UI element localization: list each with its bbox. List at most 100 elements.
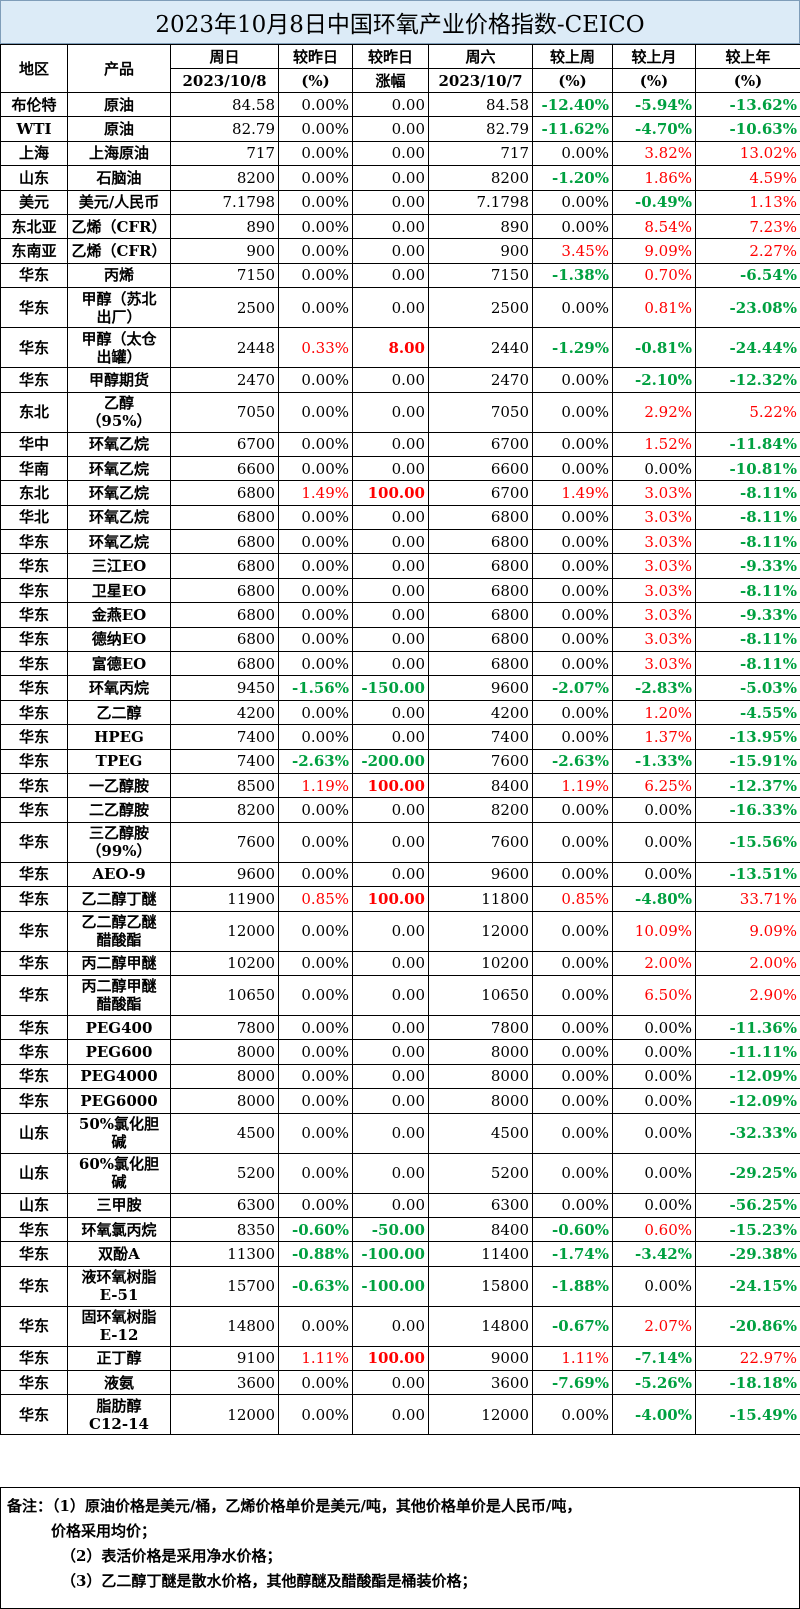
cell-region: 华东 [0, 1014, 68, 1041]
cell-week-change: 0.00% [532, 287, 613, 329]
cell-change-pct: 0.00% [278, 1039, 353, 1065]
header-product: 产品 [67, 44, 171, 93]
cell-week-change: 0.00% [532, 626, 613, 653]
cell-change-pct: 0.00% [278, 238, 353, 264]
cell-month-change: -4.00% [612, 1394, 696, 1436]
cell-today-price: 11300 [170, 1241, 279, 1267]
cell-year-change: -8.11% [695, 529, 800, 555]
table-row: 华东 乙二醇 4200 0.00% 0.00 4200 0.00% 1.20% -4.55% [0, 699, 800, 726]
cell-change-abs: 0.00 [352, 287, 429, 329]
cell-week-change: 0.00% [532, 797, 613, 823]
cell-today-price: 3600 [170, 1370, 279, 1396]
cell-product: 60%氯化胆碱 [67, 1152, 171, 1194]
cell-prev-price: 9000 [428, 1345, 533, 1372]
cell-year-change: -15.23% [695, 1216, 800, 1243]
cell-change-abs: 0.00 [352, 165, 429, 191]
table-row: 山东 石脑油 8200 0.00% 0.00 8200 -1.20% 1.86% 4.59% [0, 165, 800, 191]
cell-today-price: 6800 [170, 602, 279, 628]
cell-today-price: 9100 [170, 1345, 279, 1372]
cell-change-pct: 0.00% [278, 213, 353, 240]
cell-region: 华东 [0, 974, 68, 1016]
header-vs-yesterday: 较昨日 [278, 44, 353, 69]
cell-change-abs: 0.00 [352, 1063, 429, 1090]
cell-month-change: 2.07% [612, 1305, 696, 1347]
cell-today-price: 6800 [170, 553, 279, 579]
cell-today-price: 7.1798 [170, 189, 279, 215]
cell-region: 华东 [0, 1305, 68, 1347]
cell-prev-price: 11800 [428, 886, 533, 912]
cell-product: 丙二醇甲醚 [67, 950, 171, 976]
cell-week-change: 0.00% [532, 1039, 613, 1065]
table-row: 华东 三乙醇胺 （99%） 7600 0.00% 0.00 7600 0.00% 0.00% -1… [0, 821, 800, 863]
table-row: 华东 液环氧树脂 E-51 15700 -0.63% -100.00 15800 -1.88%… [0, 1265, 800, 1307]
cell-product: 环氧乙烷 [67, 480, 171, 506]
cell-week-change: 0.00% [532, 577, 613, 604]
cell-week-change: 0.00% [532, 699, 613, 726]
cell-year-change: -8.11% [695, 577, 800, 604]
table-row: 华东 PEG6000 8000 0.00% 0.00 8000 0.00% 0.00% -12.… [0, 1088, 800, 1114]
cell-year-change: -8.11% [695, 480, 800, 506]
cell-year-change: -12.32% [695, 367, 800, 393]
cell-week-change: 0.00% [532, 367, 613, 393]
cell-change-abs: 0.00 [352, 455, 429, 482]
cell-region: 华东 [0, 626, 68, 653]
cell-year-change: 22.97% [695, 1345, 800, 1372]
cell-product: 固环氧树脂 E-12 [67, 1305, 171, 1347]
cell-change-pct: 0.00% [278, 165, 353, 191]
cell-year-change: 13.02% [695, 140, 800, 167]
cell-prev-price: 8400 [428, 772, 533, 799]
cell-year-change: -29.25% [695, 1152, 800, 1194]
cell-today-price: 4200 [170, 699, 279, 726]
header-vs-week-unit: (%) [532, 68, 613, 93]
cell-week-change: 0.00% [532, 1152, 613, 1194]
cell-change-abs: 0.00 [352, 116, 429, 142]
cell-month-change: 6.50% [612, 974, 696, 1016]
cell-region: 华东 [0, 367, 68, 393]
cell-region: 东北 [0, 480, 68, 506]
cell-today-price: 84.58 [170, 91, 279, 118]
cell-change-pct: 0.00% [278, 391, 353, 433]
cell-product: HPEG [67, 724, 171, 750]
cell-week-change: 0.00% [532, 504, 613, 531]
cell-product: 环氧乙烷 [67, 455, 171, 482]
cell-month-change: -7.14% [612, 1345, 696, 1372]
note-line: 备注：（1）原油价格是美元/桶，乙烯价格单价是美元/吨，其他价格单价是人民币/吨… [7, 1497, 582, 1515]
cell-change-abs: 0.00 [352, 861, 429, 888]
cell-year-change: -56.25% [695, 1192, 800, 1218]
cell-month-change: 0.00% [612, 861, 696, 888]
cell-change-abs: 0.00 [352, 626, 429, 653]
cell-product: PEG6000 [67, 1088, 171, 1114]
cell-week-change: -1.20% [532, 165, 613, 191]
cell-change-abs: 100.00 [352, 1345, 429, 1372]
cell-prev-price: 6800 [428, 651, 533, 677]
cell-prev-price: 8200 [428, 797, 533, 823]
cell-region: 华东 [0, 886, 68, 912]
cell-month-change: 0.00% [612, 1063, 696, 1090]
cell-month-change: 1.86% [612, 165, 696, 191]
cell-week-change: 1.11% [532, 1345, 613, 1372]
cell-week-change: 0.00% [532, 1014, 613, 1041]
cell-region: 华东 [0, 821, 68, 863]
cell-today-price: 6800 [170, 626, 279, 653]
table-row: 华东 一乙醇胺 8500 1.19% 100.00 8400 1.19% 6.25% -12.3… [0, 772, 800, 799]
cell-product: 三乙醇胺 （99%） [67, 821, 171, 863]
cell-product: 脂肪醇 C12-14 [67, 1394, 171, 1436]
cell-product: 丙烯 [67, 262, 171, 289]
cell-week-change: 0.00% [532, 1192, 613, 1218]
cell-month-change: 3.82% [612, 140, 696, 167]
cell-month-change: 2.00% [612, 950, 696, 976]
cell-change-abs: 0.00 [352, 1112, 429, 1154]
cell-year-change: -11.11% [695, 1039, 800, 1065]
cell-today-price: 8350 [170, 1216, 279, 1243]
cell-month-change: 6.25% [612, 772, 696, 799]
cell-region: 山东 [0, 1152, 68, 1194]
cell-prev-price: 6600 [428, 455, 533, 482]
cell-region: 华东 [0, 651, 68, 677]
cell-change-abs: 0.00 [352, 797, 429, 823]
cell-prev-price: 5200 [428, 1152, 533, 1194]
table-row: 布伦特 原油 84.58 0.00% 0.00 84.58 -12.40% -5.94% -13… [0, 91, 800, 118]
cell-month-change: 0.00% [612, 797, 696, 823]
table-row: 华东 富德EO 6800 0.00% 0.00 6800 0.00% 3.03% -8.11% [0, 651, 800, 677]
cell-year-change: 1.13% [695, 189, 800, 215]
table-row: 华东 PEG600 8000 0.00% 0.00 8000 0.00% 0.00% -11.1… [0, 1039, 800, 1065]
